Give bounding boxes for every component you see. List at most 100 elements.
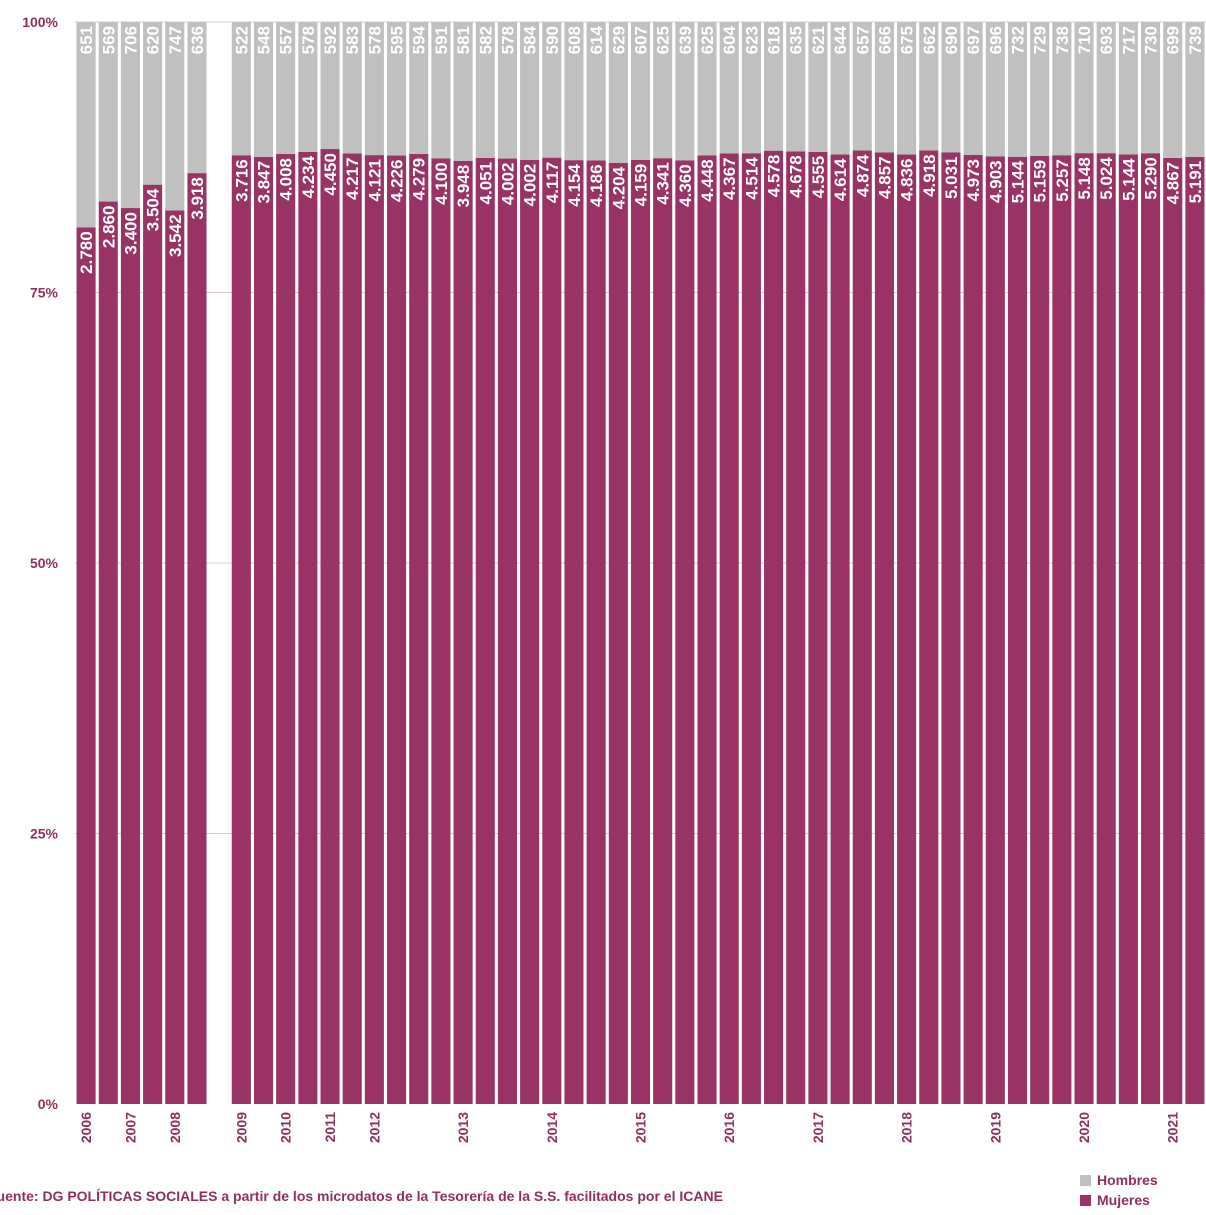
bar-mujeres [653,158,673,1104]
data-label-mujeres: 5.024 [1097,157,1116,200]
stacked-percent-bar-chart: 2.780 651 2.860 569 3.400 706 3.504 620 3.542 747… [22,14,1206,1143]
x-tick-label: 2021 [1165,1112,1181,1143]
bar-hombres [786,22,806,152]
legend-item-hombres: Hombres [1080,1170,1158,1190]
bar-hombres [1118,22,1138,155]
bar-mujeres [276,154,296,1105]
bar-mujeres [919,150,939,1104]
bar-hombres [542,22,562,158]
data-label-mujeres: 4.100 [432,162,451,205]
bar-hombres [764,22,784,151]
data-label-mujeres: 3.716 [232,159,251,202]
bar-hombres [630,22,651,160]
bar-hombres [741,22,761,154]
data-label-hombres: 604 [720,25,739,54]
bar-hombres [719,22,739,154]
bar-hombres [897,22,917,155]
bar-mujeres [874,152,894,1105]
data-label-hombres: 690 [942,26,961,54]
bar-hombres [342,22,362,154]
data-label-mujeres: 5.148 [1075,157,1094,200]
data-label-mujeres: 3.918 [188,177,207,220]
data-label-mujeres: 4.578 [765,155,784,198]
data-label-hombres: 739 [1186,26,1205,54]
x-tick-label: 2009 [233,1112,249,1143]
data-label-mujeres: 4.117 [543,162,562,204]
data-label-hombres: 675 [898,26,917,54]
bar-mujeres [564,160,584,1105]
data-label-hombres: 584 [521,25,540,54]
data-label-mujeres: 4.614 [831,158,850,201]
bar-mujeres [1141,153,1161,1104]
data-label-mujeres: 4.051 [476,162,495,205]
bar-mujeres [963,155,983,1105]
data-label-hombres: 583 [343,26,362,54]
bar-hombres [231,22,251,156]
x-tick-label: 2020 [1076,1112,1092,1143]
bar-hombres [143,22,163,185]
bar-hombres [653,22,673,159]
bar-mujeres [675,160,695,1105]
data-label-hombres: 730 [1142,26,1161,54]
data-label-hombres: 578 [498,26,517,54]
bar-hombres [120,22,140,209]
data-label-mujeres: 2.860 [99,206,118,249]
bar-hombres [963,22,983,156]
data-label-mujeres: 3.948 [454,165,473,208]
y-tick-label: 75% [30,285,59,301]
data-label-mujeres: 4.836 [898,159,917,202]
bar-mujeres [298,151,318,1104]
bar-mujeres [187,173,207,1104]
bar-hombres [165,22,185,211]
data-label-hombres: 557 [277,26,296,54]
data-label-hombres: 747 [166,26,185,54]
x-tick-label: 2019 [987,1112,1003,1143]
bar-hombres [253,22,274,157]
bar-hombres [298,22,318,152]
data-label-mujeres: 4.341 [654,162,673,205]
bar-mujeres [387,155,407,1104]
y-axis: 0% 25% 50% 75% 100% [22,14,58,1112]
data-label-hombres: 635 [787,26,806,54]
bar-mujeres [808,151,828,1104]
bar-hombres [675,22,695,161]
data-label-hombres: 623 [742,26,761,54]
x-tick-label: 2018 [899,1112,915,1143]
bar-hombres [874,22,894,153]
data-label-hombres: 696 [986,26,1005,54]
data-label-hombres: 621 [809,26,828,54]
data-label-mujeres: 4.874 [853,154,872,197]
bar-hombres [187,22,207,174]
bar-mujeres [1052,155,1072,1104]
data-label-mujeres: 4.002 [521,164,540,207]
bar-mujeres [542,157,562,1104]
legend-label-mujeres: Mujeres [1097,1192,1150,1208]
data-label-mujeres: 5.144 [1119,158,1138,201]
bar-hombres [364,22,384,156]
data-label-hombres: 582 [476,26,495,54]
x-tick-label: 2015 [633,1112,649,1143]
x-tick-label: 2014 [544,1112,560,1143]
data-label-mujeres: 4.903 [986,161,1005,204]
bar-mujeres [1030,155,1050,1105]
x-tick-label: 2013 [455,1112,471,1143]
data-label-hombres: 592 [321,26,340,54]
bar-hombres [1141,22,1161,154]
bar-mujeres [786,151,806,1104]
bar-mujeres [98,201,118,1104]
data-label-hombres: 581 [454,26,473,54]
bar-hombres [98,22,118,202]
x-axis: 2006 2007 2008 2009 2010 2011 2012 2013 2014 2015… [78,1112,1181,1143]
data-label-hombres: 710 [1075,26,1094,54]
data-label-hombres: 625 [654,26,673,54]
data-label-mujeres: 4.857 [875,156,894,199]
bar-mujeres [630,159,651,1105]
data-label-hombres: 548 [255,26,274,54]
data-label-hombres: 706 [121,26,140,54]
bar-mujeres [475,157,495,1104]
bar-hombres [564,22,584,161]
data-label-mujeres: 3.400 [121,212,140,255]
y-tick-label: 50% [30,555,59,571]
data-label-mujeres: 5.257 [1053,159,1072,202]
bar-mujeres [830,154,850,1105]
